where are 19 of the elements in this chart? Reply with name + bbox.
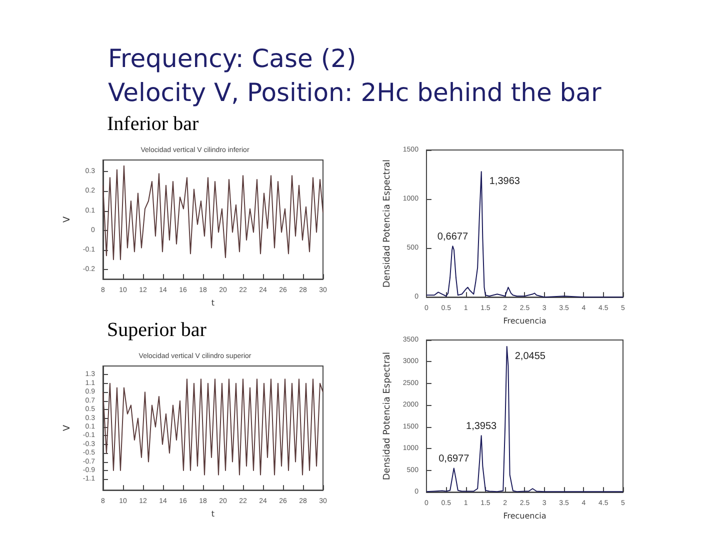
annotation: 0,6677 — [437, 232, 468, 243]
text: Inferior bar — [107, 113, 199, 135]
annotation: 1,3963 — [489, 176, 520, 188]
text: Velocity V, Position: 2Hc behind the bar — [108, 78, 602, 107]
y-axis-title: Densidad Potencia Espectral — [382, 352, 392, 480]
annotation: 1,3953 — [466, 421, 498, 432]
x-axis-title: t — [211, 298, 215, 308]
x-axis-title: Frecuencia — [503, 512, 546, 520]
y-axis-title: Densidad Potencia Espectral — [382, 159, 392, 288]
x-axis-title: Frecuencia — [503, 316, 546, 326]
text: Frequency: Case (2) — [108, 44, 356, 73]
annotation: 2,0455 — [514, 351, 546, 362]
y-axis-title: V — [62, 216, 72, 223]
y-axis-title: V — [62, 424, 72, 432]
text: Superior bar — [107, 319, 207, 341]
line-series — [102, 165, 324, 260]
x-axis-title: t — [211, 510, 215, 518]
annotation: 0,6977 — [438, 454, 470, 465]
line-series — [102, 378, 324, 476]
